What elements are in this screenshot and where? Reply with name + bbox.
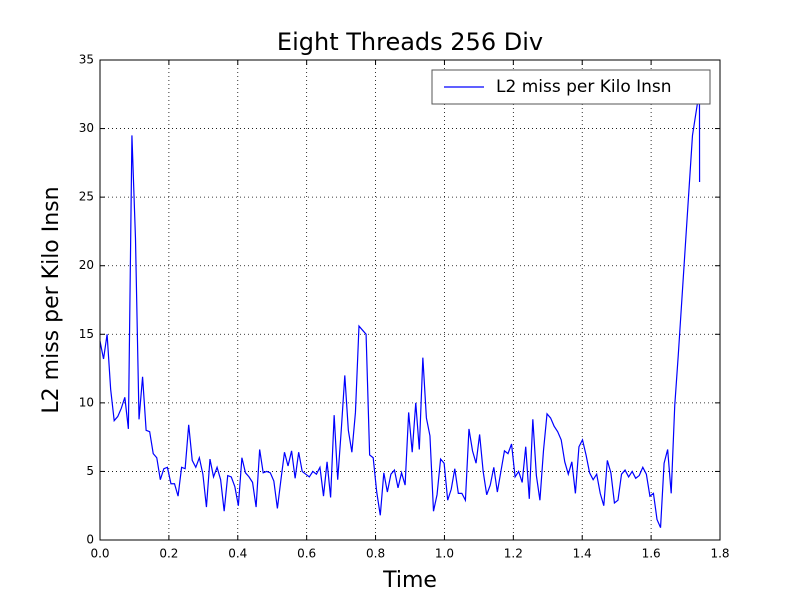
chart-title: Eight Threads 256 Div — [277, 28, 543, 56]
x-tick-label: 0.6 — [297, 547, 316, 561]
x-tick-label: 1.0 — [435, 547, 454, 561]
y-tick-label: 20 — [79, 258, 94, 272]
data-line — [99, 90, 701, 528]
y-axis-label: L2 miss per Kilo Insn — [39, 186, 64, 413]
x-tick-label: 0.0 — [90, 547, 109, 561]
y-tick-label: 30 — [79, 121, 94, 135]
x-tick-label: 0.8 — [366, 547, 385, 561]
x-tick-label: 0.2 — [159, 547, 178, 561]
y-tick-label: 0 — [86, 533, 94, 547]
y-tick-label: 35 — [79, 53, 94, 67]
x-tick-label: 1.8 — [710, 547, 729, 561]
x-tick-label: 1.4 — [573, 547, 592, 561]
plot-frame — [99, 59, 721, 541]
y-tick-label: 25 — [79, 190, 94, 204]
x-tick-label: 1.2 — [504, 547, 523, 561]
y-tick-label: 5 — [86, 464, 94, 478]
x-axis-label: Time — [382, 568, 437, 593]
y-tick-label: 10 — [79, 395, 94, 409]
y-tick-label: 15 — [79, 327, 94, 341]
x-tick-label: 1.6 — [642, 547, 661, 561]
x-tick-label: 0.4 — [228, 547, 247, 561]
legend-label: L2 miss per Kilo Insn — [496, 77, 672, 97]
